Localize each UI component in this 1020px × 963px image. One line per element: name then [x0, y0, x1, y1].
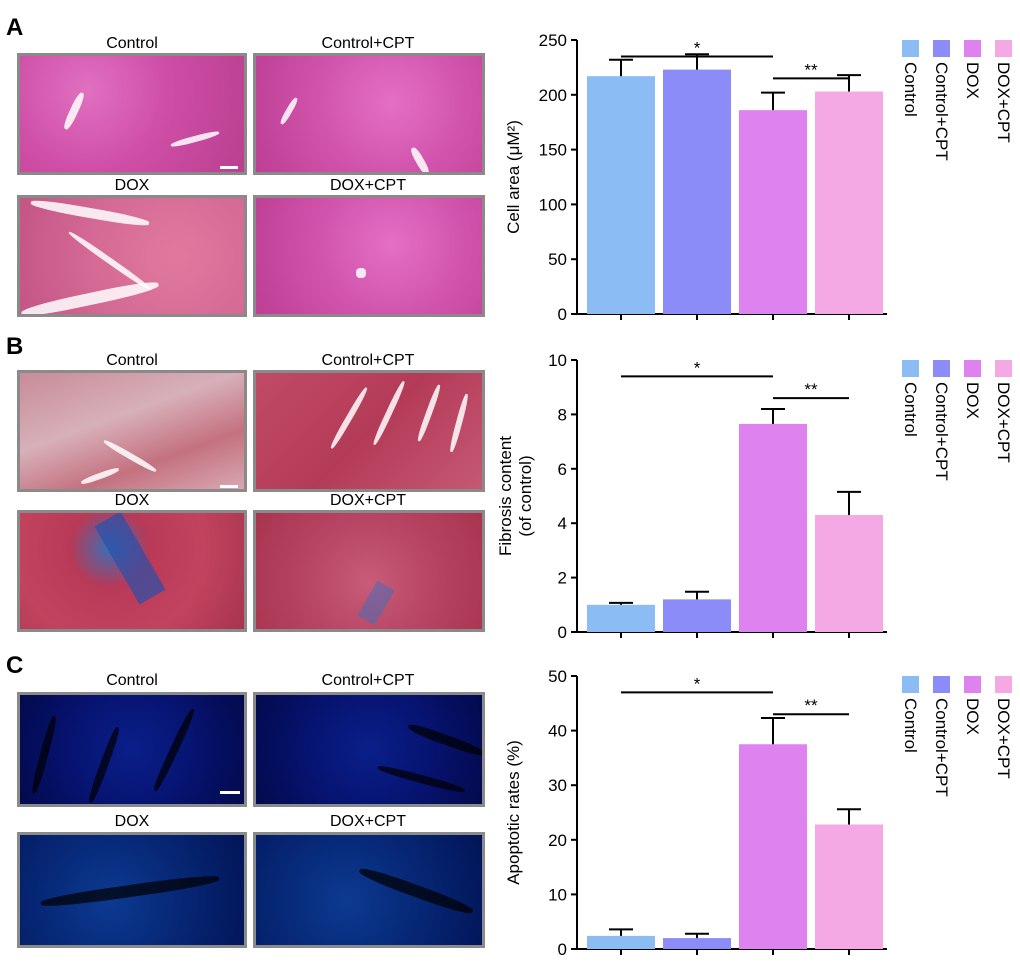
- legend-swatch: [902, 676, 919, 693]
- bar: [663, 599, 731, 632]
- y-tick-label: 2: [558, 569, 567, 588]
- micrograph-tunel-control-cpt: [253, 692, 485, 807]
- y-tick-label: 30: [548, 776, 567, 795]
- micrograph-label-control-cpt-c: Control+CPT: [321, 672, 415, 689]
- y-tick-label: 50: [548, 667, 567, 686]
- y-tick-label: 4: [558, 514, 567, 533]
- legend-swatch: [902, 40, 919, 57]
- legend-swatch: [933, 676, 950, 693]
- micrograph-label-control-cpt-b: Control+CPT: [321, 352, 415, 369]
- micrograph-label-dox-c: DOX: [114, 813, 150, 830]
- micrograph-label-control-cpt-a: Control+CPT: [321, 35, 415, 52]
- y-tick-label: 6: [558, 460, 567, 479]
- micrograph-label-control-a: Control: [106, 35, 158, 52]
- y-tick-label: 150: [539, 141, 567, 160]
- significance-label: *: [694, 358, 701, 377]
- y-tick-label: 10: [548, 885, 567, 904]
- legend-label: DOX: [963, 62, 982, 99]
- y-tick-label: 40: [548, 722, 567, 741]
- micrograph-he-dox-cpt: [253, 195, 485, 317]
- bar: [663, 938, 731, 949]
- y-tick-label: 0: [558, 305, 567, 324]
- legend-label: DOX+CPT: [994, 382, 1013, 463]
- micrograph-masson-control-cpt: [253, 370, 485, 492]
- legend-swatch: [995, 676, 1012, 693]
- y-tick-label: 200: [539, 86, 567, 105]
- significance-label: **: [804, 60, 818, 79]
- bar: [815, 91, 883, 315]
- legend-swatch: [964, 40, 981, 57]
- micrograph-label-dox-cpt-a: DOX+CPT: [329, 177, 406, 194]
- legend-swatch: [964, 676, 981, 693]
- micrograph-he-control-cpt: [253, 53, 485, 175]
- significance-label: *: [694, 674, 701, 693]
- y-tick-label: 20: [548, 831, 567, 850]
- significance-label: **: [804, 696, 818, 715]
- micrograph-masson-dox-cpt: [253, 510, 485, 632]
- bar: [587, 935, 655, 949]
- y-tick-label: 50: [548, 250, 567, 269]
- y-axis-label-2: (of control): [516, 455, 535, 536]
- legend-label: DOX: [963, 698, 982, 735]
- legend-swatch: [933, 40, 950, 57]
- legend-a: Control Control+CPT DOX DOX+CPT: [901, 40, 1013, 161]
- micrograph-he-control: [17, 53, 247, 175]
- y-tick-label: 250: [539, 31, 567, 50]
- legend-label: DOX: [963, 382, 982, 419]
- legend-label: DOX+CPT: [994, 62, 1013, 143]
- micrograph-he-dox: [17, 195, 247, 317]
- micrograph-label-dox-b: DOX: [114, 492, 150, 509]
- bar: [739, 744, 807, 949]
- legend-swatch: [964, 360, 981, 377]
- legend-swatch: [995, 360, 1012, 377]
- y-tick-label: 8: [558, 405, 567, 424]
- bar: [739, 110, 807, 314]
- y-tick-label: 100: [539, 195, 567, 214]
- micrograph-masson-dox: [17, 510, 247, 632]
- legend-c: Control Control+CPT DOX DOX+CPT: [901, 676, 1013, 797]
- y-tick-label: 10: [548, 351, 567, 370]
- legend-swatch: [933, 360, 950, 377]
- significance-label: *: [694, 38, 701, 57]
- legend-swatch: [995, 40, 1012, 57]
- panel-letter-c: C: [6, 652, 24, 679]
- micrograph-tunel-dox-cpt: [253, 832, 485, 948]
- micrograph-masson-control: [17, 370, 247, 492]
- micrograph-label-dox-a: DOX: [114, 177, 150, 194]
- micrograph-tunel-dox: [17, 832, 247, 948]
- legend-swatch: [902, 360, 919, 377]
- bar: [739, 423, 807, 632]
- legend-label: DOX+CPT: [994, 698, 1013, 779]
- bar: [815, 515, 883, 632]
- bar: [587, 604, 655, 632]
- legend-label: Control+CPT: [932, 62, 951, 161]
- significance-label: **: [804, 380, 818, 399]
- panel-letter-a: A: [6, 14, 24, 41]
- micrograph-label-dox-cpt-b: DOX+CPT: [329, 492, 406, 509]
- legend-label: Control: [901, 382, 920, 437]
- micrograph-label-control-c: Control: [106, 672, 158, 689]
- bar: [587, 76, 655, 314]
- panel-letter-b: B: [6, 333, 24, 360]
- legend-label: Control+CPT: [932, 382, 951, 481]
- legend-label: Control: [901, 62, 920, 117]
- y-tick-label: 0: [558, 623, 567, 642]
- bar: [663, 69, 731, 314]
- y-axis-label: Fibrosis content: [496, 436, 515, 556]
- y-axis-label: Apoptotic rates (%): [504, 740, 523, 885]
- legend-label: Control: [901, 698, 920, 753]
- legend-label: Control+CPT: [932, 698, 951, 797]
- legend-b: Control Control+CPT DOX DOX+CPT: [901, 360, 1013, 481]
- y-tick-label: 0: [558, 940, 567, 959]
- y-axis-label: Cell area (μM²): [504, 120, 523, 234]
- micrograph-label-dox-cpt-c: DOX+CPT: [329, 813, 406, 830]
- micrograph-tunel-control: [17, 692, 247, 807]
- micrograph-label-control-b: Control: [106, 352, 158, 369]
- bar: [815, 824, 883, 949]
